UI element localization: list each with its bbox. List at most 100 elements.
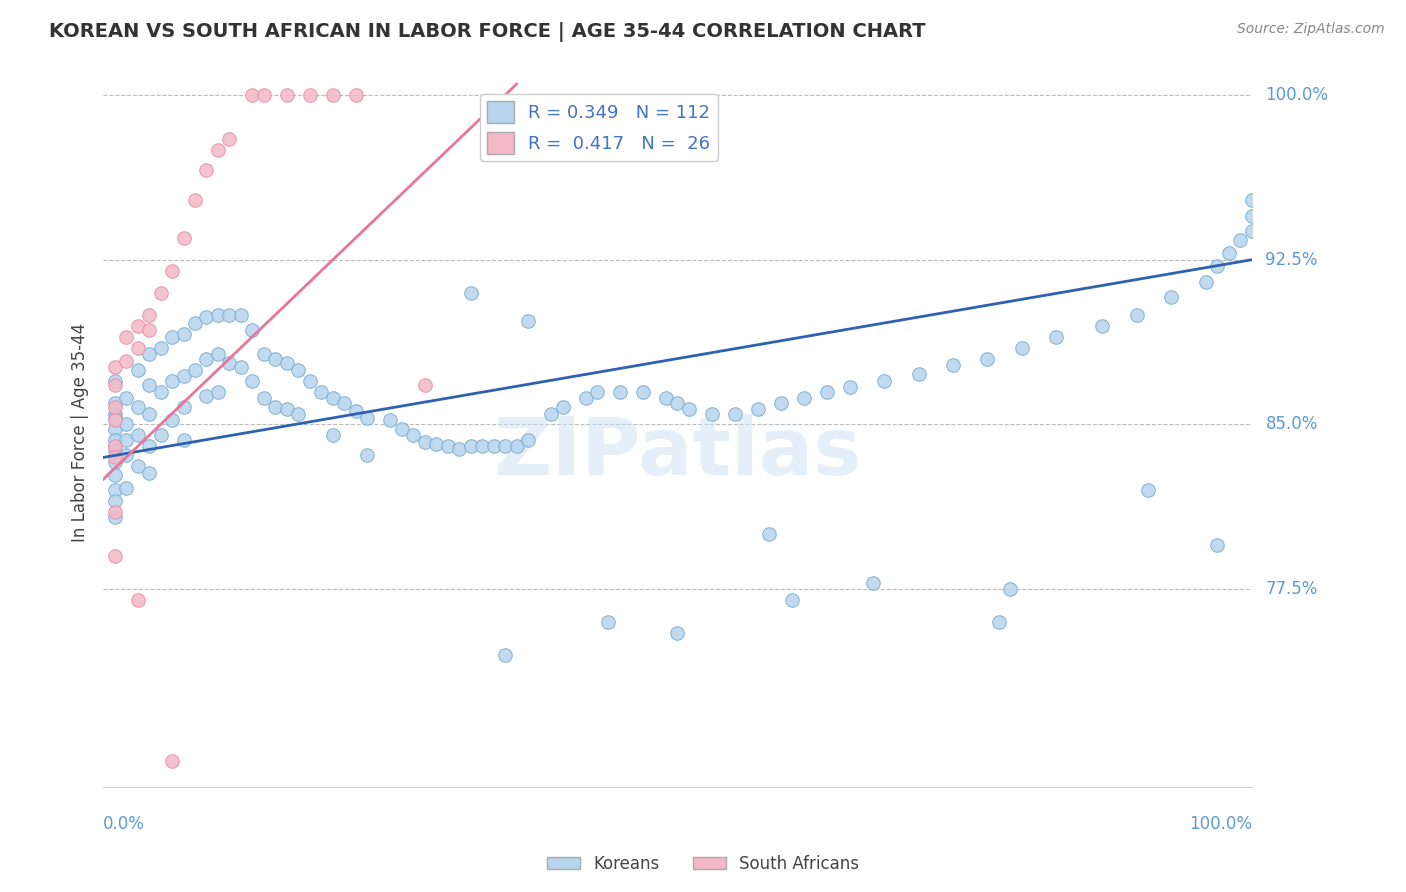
Point <box>287 362 309 376</box>
Point <box>793 391 815 405</box>
Point <box>229 360 252 375</box>
Point <box>173 327 195 342</box>
Point <box>115 391 138 405</box>
Point <box>517 433 540 447</box>
Point <box>173 231 195 245</box>
Point <box>149 428 172 442</box>
Point <box>1160 290 1182 304</box>
Point <box>138 440 160 454</box>
Point <box>104 549 127 564</box>
Point <box>104 450 127 465</box>
Point <box>574 391 596 405</box>
Point <box>104 374 127 388</box>
Point <box>218 356 240 370</box>
Point <box>276 356 298 370</box>
Point <box>769 395 792 409</box>
Point <box>333 395 356 409</box>
Point <box>1206 260 1229 274</box>
Point <box>253 391 276 405</box>
Point <box>104 440 127 454</box>
Point <box>425 437 447 451</box>
Point <box>104 411 127 425</box>
Point <box>276 402 298 417</box>
Point <box>517 314 540 328</box>
Point <box>460 285 482 300</box>
Point <box>138 347 160 361</box>
Point <box>758 527 780 541</box>
Point <box>298 374 321 388</box>
Point <box>127 362 149 376</box>
Point <box>264 351 287 366</box>
Point <box>138 466 160 480</box>
Point <box>380 413 402 427</box>
Point <box>666 626 689 640</box>
Point <box>356 411 378 425</box>
Point <box>1218 246 1240 260</box>
Text: KOREAN VS SOUTH AFRICAN IN LABOR FORCE | AGE 35-44 CORRELATION CHART: KOREAN VS SOUTH AFRICAN IN LABOR FORCE |… <box>49 22 925 42</box>
Text: 77.5%: 77.5% <box>1265 580 1317 599</box>
Point <box>104 400 127 414</box>
Point <box>242 88 264 103</box>
Point <box>104 440 127 454</box>
Point <box>104 494 127 508</box>
Point <box>104 395 127 409</box>
Point <box>322 88 344 103</box>
Point <box>138 308 160 322</box>
Point <box>104 413 127 427</box>
Point <box>1240 224 1263 238</box>
Point <box>724 407 747 421</box>
Point <box>1240 209 1263 223</box>
Point <box>195 351 218 366</box>
Point <box>149 384 172 399</box>
Point <box>115 448 138 462</box>
Point <box>298 88 321 103</box>
Point <box>666 395 689 409</box>
Text: 0.0%: 0.0% <box>103 815 145 833</box>
Point <box>115 329 138 343</box>
Point <box>160 754 183 768</box>
Point <box>104 468 127 483</box>
Point <box>631 384 654 399</box>
Point <box>160 264 183 278</box>
Point <box>780 593 803 607</box>
Text: 92.5%: 92.5% <box>1265 251 1317 268</box>
Point <box>104 378 127 392</box>
Point <box>127 593 149 607</box>
Point <box>138 378 160 392</box>
Point <box>1195 275 1218 289</box>
Point <box>104 455 127 469</box>
Point <box>229 308 252 322</box>
Point <box>449 442 471 456</box>
Point <box>184 194 207 208</box>
Point <box>104 422 127 436</box>
Point <box>551 400 574 414</box>
Legend: Koreans, South Africans: Koreans, South Africans <box>540 848 866 880</box>
Point <box>127 428 149 442</box>
Point <box>207 308 229 322</box>
Point <box>391 422 413 436</box>
Point <box>173 433 195 447</box>
Point <box>700 407 723 421</box>
Point <box>115 353 138 368</box>
Point <box>160 329 183 343</box>
Point <box>976 351 998 366</box>
Point <box>322 391 344 405</box>
Point <box>127 400 149 414</box>
Point <box>104 505 127 519</box>
Point <box>253 88 276 103</box>
Point <box>127 318 149 333</box>
Point <box>862 575 884 590</box>
Point <box>1126 308 1149 322</box>
Point <box>218 308 240 322</box>
Point <box>505 440 527 454</box>
Legend: R = 0.349   N = 112, R =  0.417   N =  26: R = 0.349 N = 112, R = 0.417 N = 26 <box>479 94 717 161</box>
Point <box>609 384 631 399</box>
Point <box>540 407 562 421</box>
Point <box>115 481 138 495</box>
Point <box>413 378 436 392</box>
Point <box>242 374 264 388</box>
Point <box>402 428 425 442</box>
Point <box>184 362 207 376</box>
Point <box>253 347 276 361</box>
Point <box>586 384 609 399</box>
